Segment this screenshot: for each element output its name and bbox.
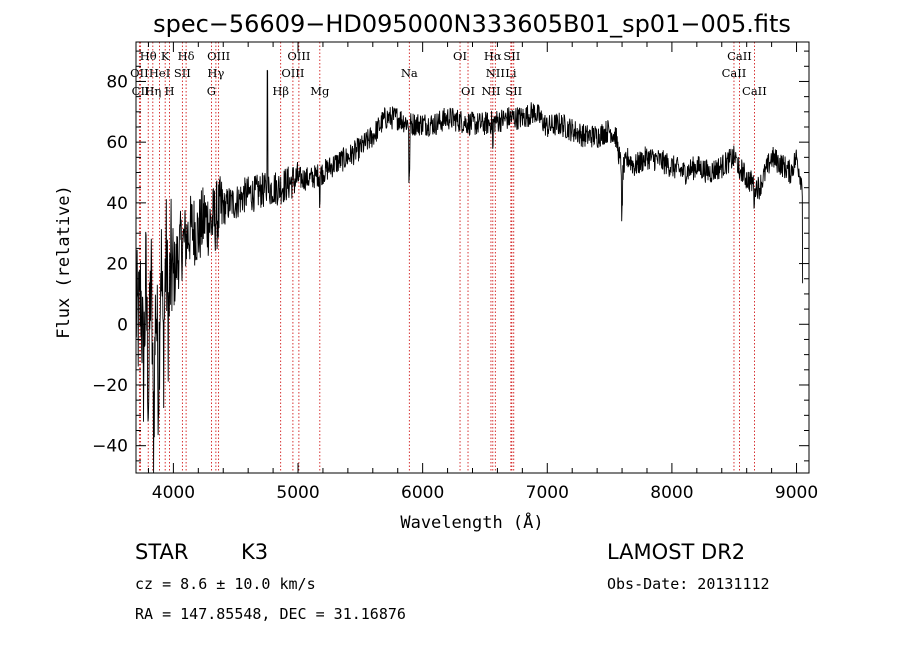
spectral-line-label: G xyxy=(207,84,216,98)
spectral-line-label: SII xyxy=(503,49,520,63)
spectral-line-label: OIII xyxy=(287,49,310,63)
spectral-line-label: Mg xyxy=(310,84,330,98)
redshift-value: cz = 8.6 ± 10.0 km/s xyxy=(135,575,316,593)
spectral-line-label: OIII xyxy=(207,49,230,63)
spectral-line-label: Hδ xyxy=(178,49,195,63)
spectral-line-label: NII xyxy=(486,66,505,80)
x-tick-label: 9000 xyxy=(775,483,818,503)
y-tick-label: 0 xyxy=(117,315,128,335)
y-tick-label: 20 xyxy=(106,255,128,275)
spectral-line-label: OII xyxy=(130,66,149,80)
obs-date: Obs-Date: 20131112 xyxy=(607,575,770,593)
survey-name: LAMOST DR2 xyxy=(607,540,745,564)
x-tick-label: 4000 xyxy=(152,483,195,503)
x-tick-label: 6000 xyxy=(401,483,444,503)
spectral-line-labels: OIICIIHθHηHeIKHSIIHδGHγOIIIHβOIIIOIIIMgN… xyxy=(130,49,767,98)
spectral-line-label: K xyxy=(161,49,170,63)
spectral-line-label: Na xyxy=(401,66,418,80)
spectral-line-label: Li xyxy=(505,66,517,80)
spectral-line-label: Hη xyxy=(144,84,161,98)
y-tick-label: 80 xyxy=(106,72,128,92)
y-tick-label: 40 xyxy=(106,194,128,214)
spectral-line-label: Hα xyxy=(484,49,502,63)
y-tick-label: −20 xyxy=(92,376,128,396)
spectral-line-label: SII xyxy=(505,84,522,98)
x-axis-title: Wavelength (Å) xyxy=(400,511,543,533)
spectral-line-markers xyxy=(138,42,755,473)
spectrum-line xyxy=(135,69,804,474)
spectral-line-label: HeI xyxy=(149,66,170,80)
x-tick-label: 7000 xyxy=(526,483,569,503)
y-axis: −40 −20 0 20 40 60 80 xyxy=(92,50,809,462)
x-axis: 4000 5000 6000 7000 8000 9000 xyxy=(147,42,818,503)
y-tick-label: −40 xyxy=(92,437,128,457)
spectral-line-label: OI xyxy=(461,84,475,98)
spectral-line-label: SII xyxy=(174,66,191,80)
x-tick-label: 5000 xyxy=(276,483,319,503)
spectral-line-label: NII xyxy=(481,84,500,98)
x-tick-label: 8000 xyxy=(650,483,693,503)
chart-title: spec−56609−HD095000N333605B01_sp01−005.f… xyxy=(153,10,791,38)
spectral-line-label: Hθ xyxy=(140,49,157,63)
spectral-line-label: H xyxy=(165,84,175,98)
spectrum-plot xyxy=(135,69,804,474)
object-class: STAR xyxy=(135,540,188,564)
spectral-line-label: CaII xyxy=(727,49,752,63)
y-axis-title: Flux (relative) xyxy=(54,185,74,339)
spectral-line-label: OI xyxy=(453,49,467,63)
spectral-subclass: K3 xyxy=(241,540,268,564)
spectral-line-label: Hβ xyxy=(272,84,289,98)
spectral-line-label: CaII xyxy=(742,84,767,98)
coordinates: RA = 147.85548, DEC = 31.16876 xyxy=(135,605,406,623)
spectral-line-label: Hγ xyxy=(207,66,224,80)
plot-frame xyxy=(135,41,810,474)
spectral-line-label: OIII xyxy=(281,66,304,80)
y-tick-label: 60 xyxy=(106,133,128,153)
spectral-line-label: CaII xyxy=(722,66,747,80)
